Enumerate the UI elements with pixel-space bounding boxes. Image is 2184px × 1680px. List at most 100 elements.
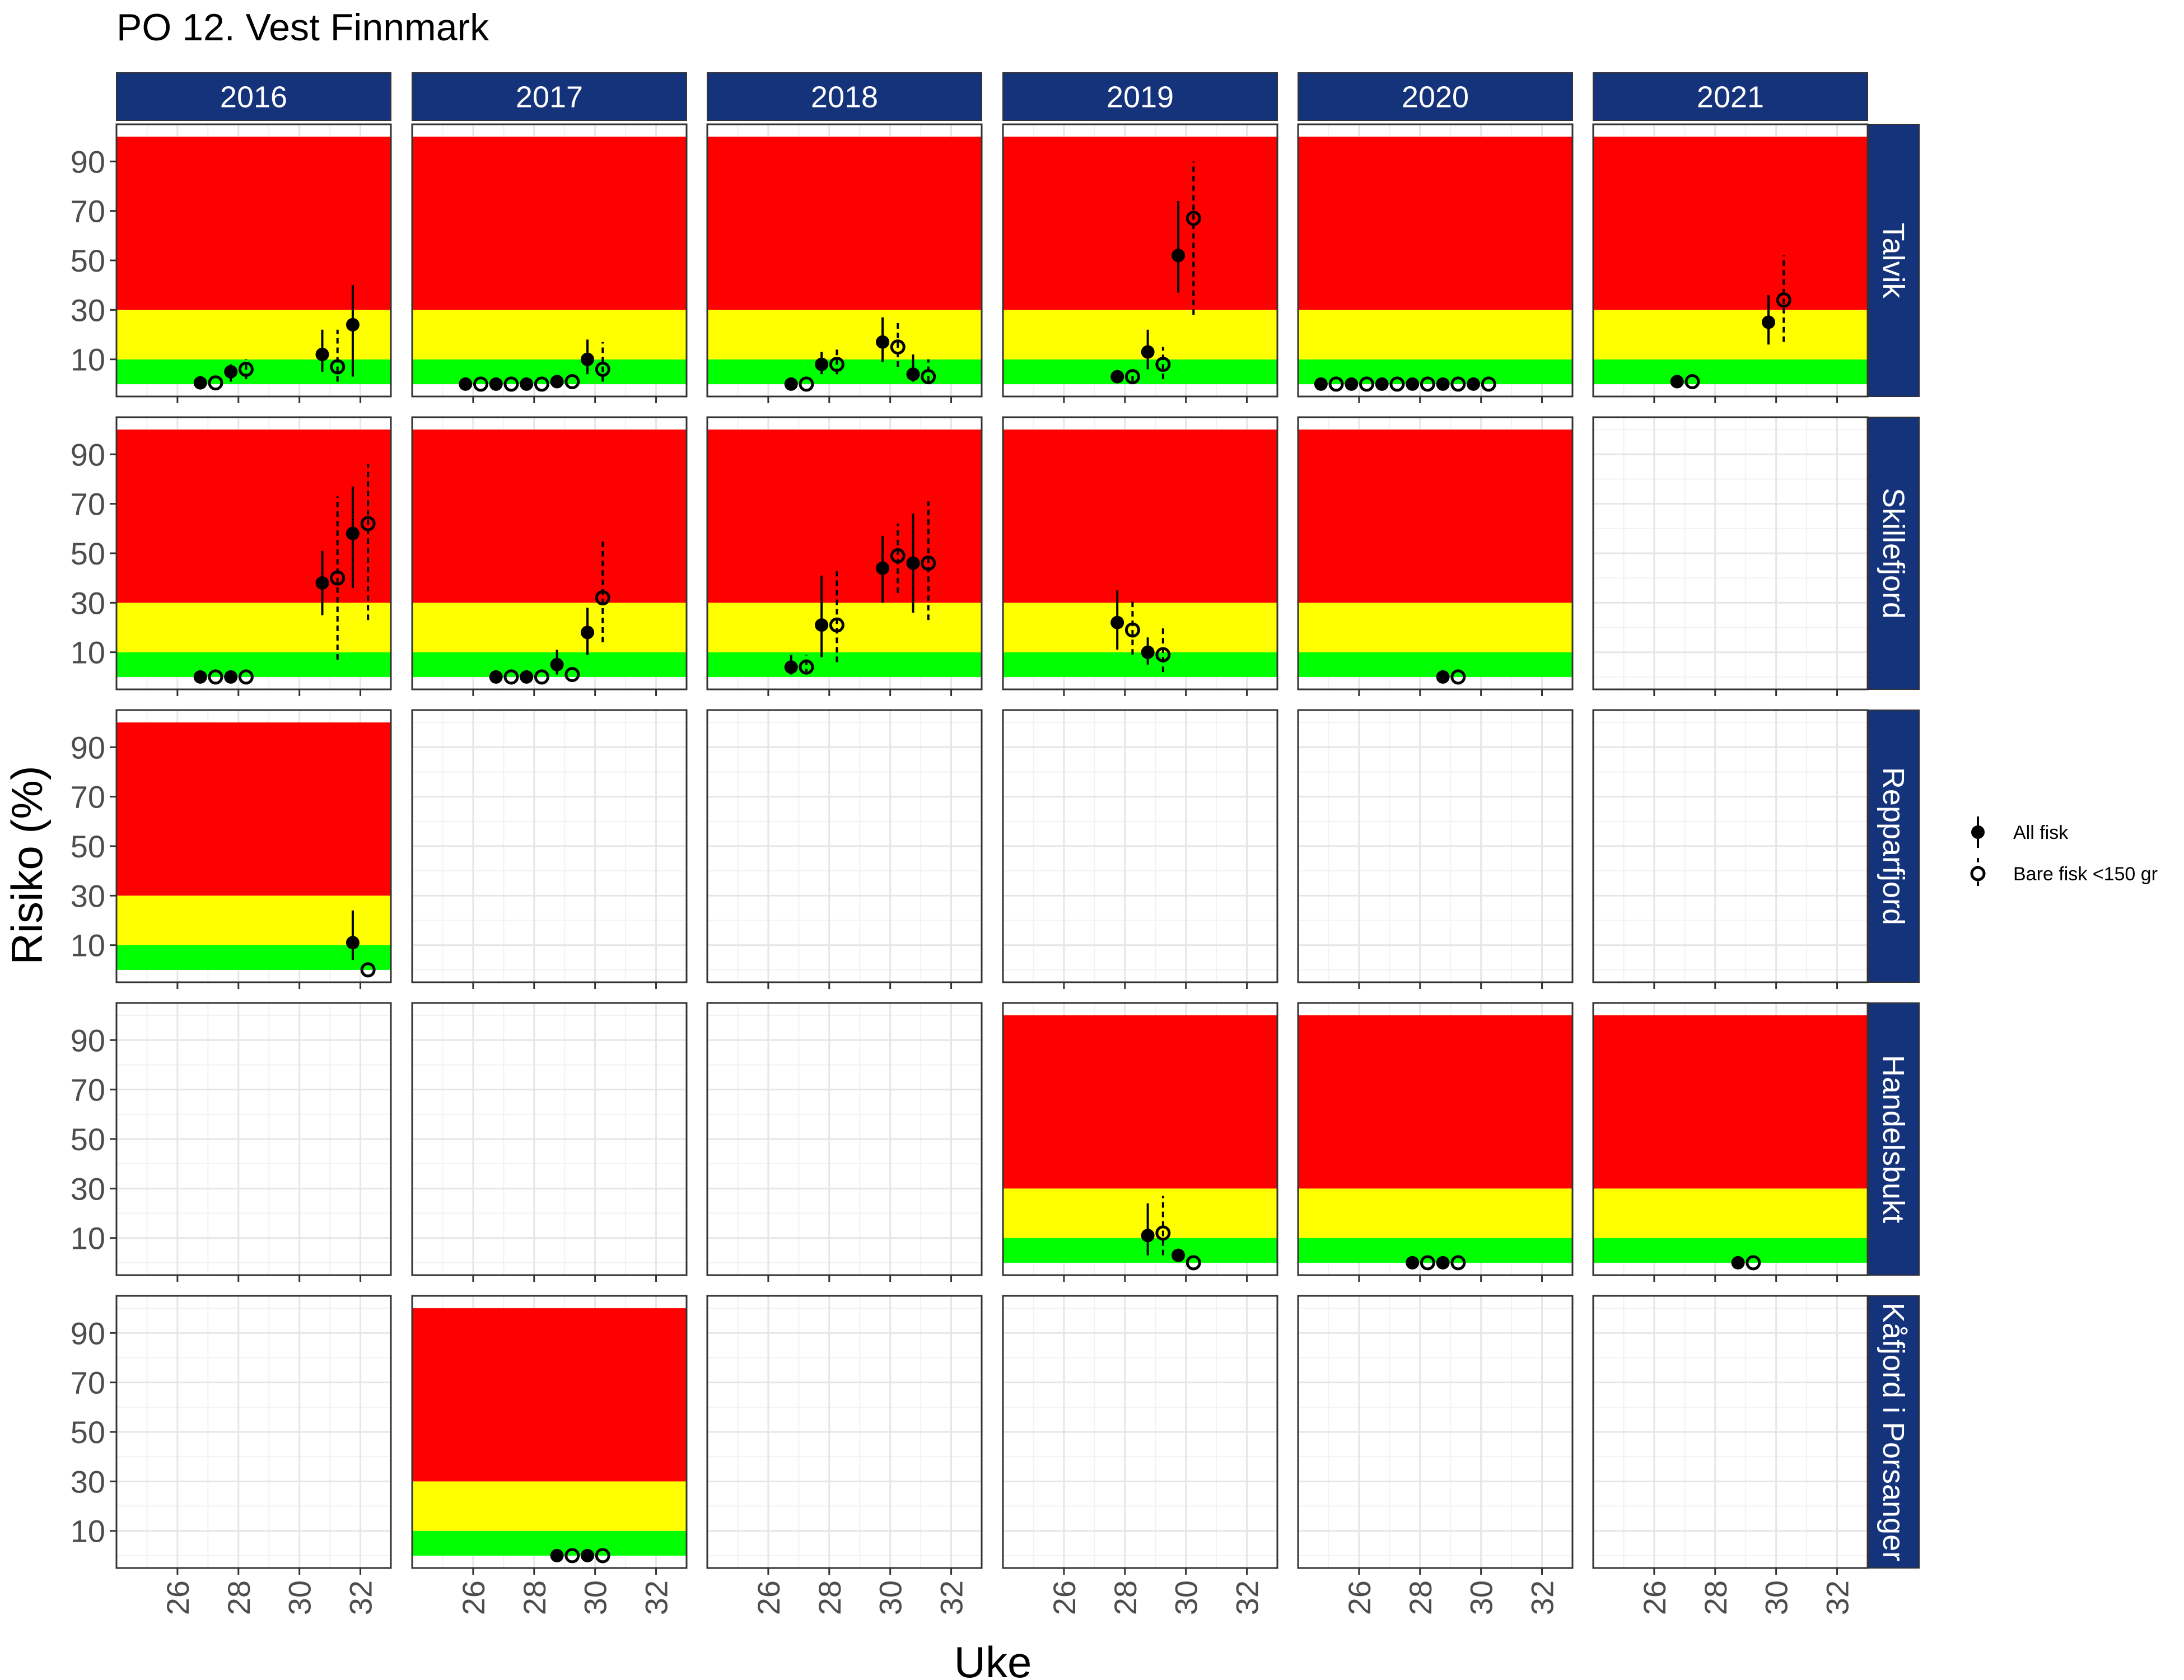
panel-talvik-2021	[1592, 123, 1869, 403]
data-point-bare-fisk	[208, 375, 223, 391]
data-point-bare-fisk	[1450, 1255, 1466, 1271]
data-point-all-fisk	[346, 318, 360, 332]
risk-band-green	[116, 652, 391, 677]
y-tick-label: 70	[71, 487, 105, 522]
x-tick-label: 26	[1637, 1580, 1672, 1615]
data-point-all-fisk	[459, 377, 473, 391]
y-tick-label: 30	[71, 585, 105, 620]
data-point-bare-fisk	[890, 548, 906, 563]
data-point-bare-fisk	[921, 369, 936, 385]
data-point-all-fisk	[489, 670, 503, 684]
risk-band-yellow	[707, 603, 982, 652]
strip-year-label-2021: 2021	[1697, 81, 1764, 114]
panel-border	[411, 123, 688, 398]
data-point-bare-fisk	[1186, 211, 1201, 226]
panel-border	[411, 1295, 688, 1569]
panel-talvik-2018	[706, 123, 983, 403]
data-point-all-fisk	[1110, 370, 1124, 384]
data-point-all-fisk	[1172, 249, 1186, 263]
panel-border	[411, 1002, 688, 1276]
data-point-all-fisk	[520, 377, 534, 391]
risk-band-yellow	[1003, 310, 1277, 360]
data-point-bare-fisk	[330, 570, 346, 586]
data-point-bare-fisk	[1746, 1255, 1761, 1271]
data-point-bare-fisk	[360, 516, 376, 531]
panel-skillefjord-2017	[411, 416, 688, 696]
data-point-all-fisk	[520, 670, 534, 684]
panel-border	[1592, 709, 1869, 983]
strip-year-2021	[1593, 72, 1868, 121]
risk-band-red	[412, 430, 687, 603]
y-tick-label: 50	[71, 1122, 105, 1157]
x-tick-label: 30	[1169, 1580, 1204, 1615]
risk-band-green	[1003, 359, 1277, 384]
data-point-bare-fisk	[503, 669, 519, 685]
risk-band-yellow	[1593, 310, 1868, 360]
y-tick-label: 10	[71, 928, 105, 963]
y-tick-label: 50	[71, 829, 105, 864]
risk-band-red	[116, 722, 391, 896]
y-tick-label: 70	[71, 780, 105, 815]
y-tick-label: 30	[71, 292, 105, 328]
risk-band-red	[1298, 1015, 1572, 1189]
data-point-bare-fisk	[534, 376, 549, 392]
x-tick-label: 28	[812, 1580, 847, 1615]
data-point-bare-fisk	[360, 962, 376, 978]
panel-border	[1592, 1002, 1869, 1276]
panel-border	[1592, 416, 1869, 690]
x-tick-label: 30	[282, 1580, 318, 1615]
legend-key-point-small	[1970, 866, 1986, 881]
panel-handelsbukt-2020	[1297, 1002, 1574, 1282]
panel-border	[1592, 123, 1869, 398]
x-tick-label: 32	[639, 1580, 674, 1615]
data-point-bare-fisk	[534, 669, 549, 685]
legend-key-point-all	[1971, 825, 1985, 839]
strip-location-skillefjord	[1868, 417, 1920, 690]
strip-year-2020	[1298, 72, 1573, 121]
panel-repparfjord-2018	[706, 709, 983, 989]
risk-band-yellow	[707, 310, 982, 360]
data-point-bare-fisk	[595, 1548, 610, 1564]
data-point-all-fisk	[1110, 615, 1124, 629]
panel-repparfjord-2016: 10 30 50 70 90	[71, 709, 392, 989]
x-tick-label: 28	[1698, 1580, 1733, 1615]
panel-border	[1297, 1295, 1574, 1569]
x-tick-label: 32	[934, 1580, 969, 1615]
panel-skillefjord-2019	[1002, 416, 1278, 696]
data-point-bare-fisk	[799, 659, 814, 675]
risk-band-green	[1298, 359, 1572, 384]
risk-band-yellow	[412, 603, 687, 652]
data-point-bare-fisk	[1155, 647, 1171, 662]
strip-year-label-2019: 2019	[1107, 81, 1174, 114]
risk-band-red	[707, 430, 982, 603]
x-tick-label: 32	[1230, 1580, 1265, 1615]
panel-border	[1002, 123, 1278, 398]
data-point-all-fisk	[550, 375, 564, 389]
x-tick-label: 30	[873, 1580, 908, 1615]
data-point-bare-fisk	[1155, 357, 1171, 372]
data-point-all-fisk	[876, 561, 890, 575]
risk-band-yellow	[1003, 1188, 1277, 1238]
data-point-bare-fisk	[564, 666, 580, 682]
data-point-bare-fisk	[595, 590, 610, 606]
risk-band-red	[1003, 1015, 1277, 1189]
x-tick-label: 28	[517, 1580, 552, 1615]
panel-kafjord-i-porsanger-2016: 10 30 50 70 90 26 28 30 32	[71, 1295, 392, 1615]
panel-border	[706, 123, 983, 398]
data-point-bare-fisk	[921, 556, 936, 571]
risk-band-red	[1298, 137, 1572, 310]
risk-band-red	[1298, 430, 1572, 603]
panel-border	[1002, 416, 1278, 690]
data-point-all-fisk	[1406, 377, 1420, 391]
panel-border	[706, 1002, 983, 1276]
x-tick-label: 26	[160, 1580, 195, 1615]
strip-location-talvik	[1868, 124, 1920, 397]
panel-kafjord-i-porsanger-2020: 26 28 30 32	[1297, 1295, 1574, 1615]
legend: All fisk Bare fisk <150 gr	[1970, 816, 2158, 889]
risk-band-yellow	[412, 1481, 687, 1531]
data-point-all-fisk	[1762, 315, 1776, 329]
y-tick-label: 10	[71, 635, 105, 670]
risk-band-green	[1593, 359, 1868, 384]
x-tick-label: 26	[1047, 1580, 1082, 1615]
